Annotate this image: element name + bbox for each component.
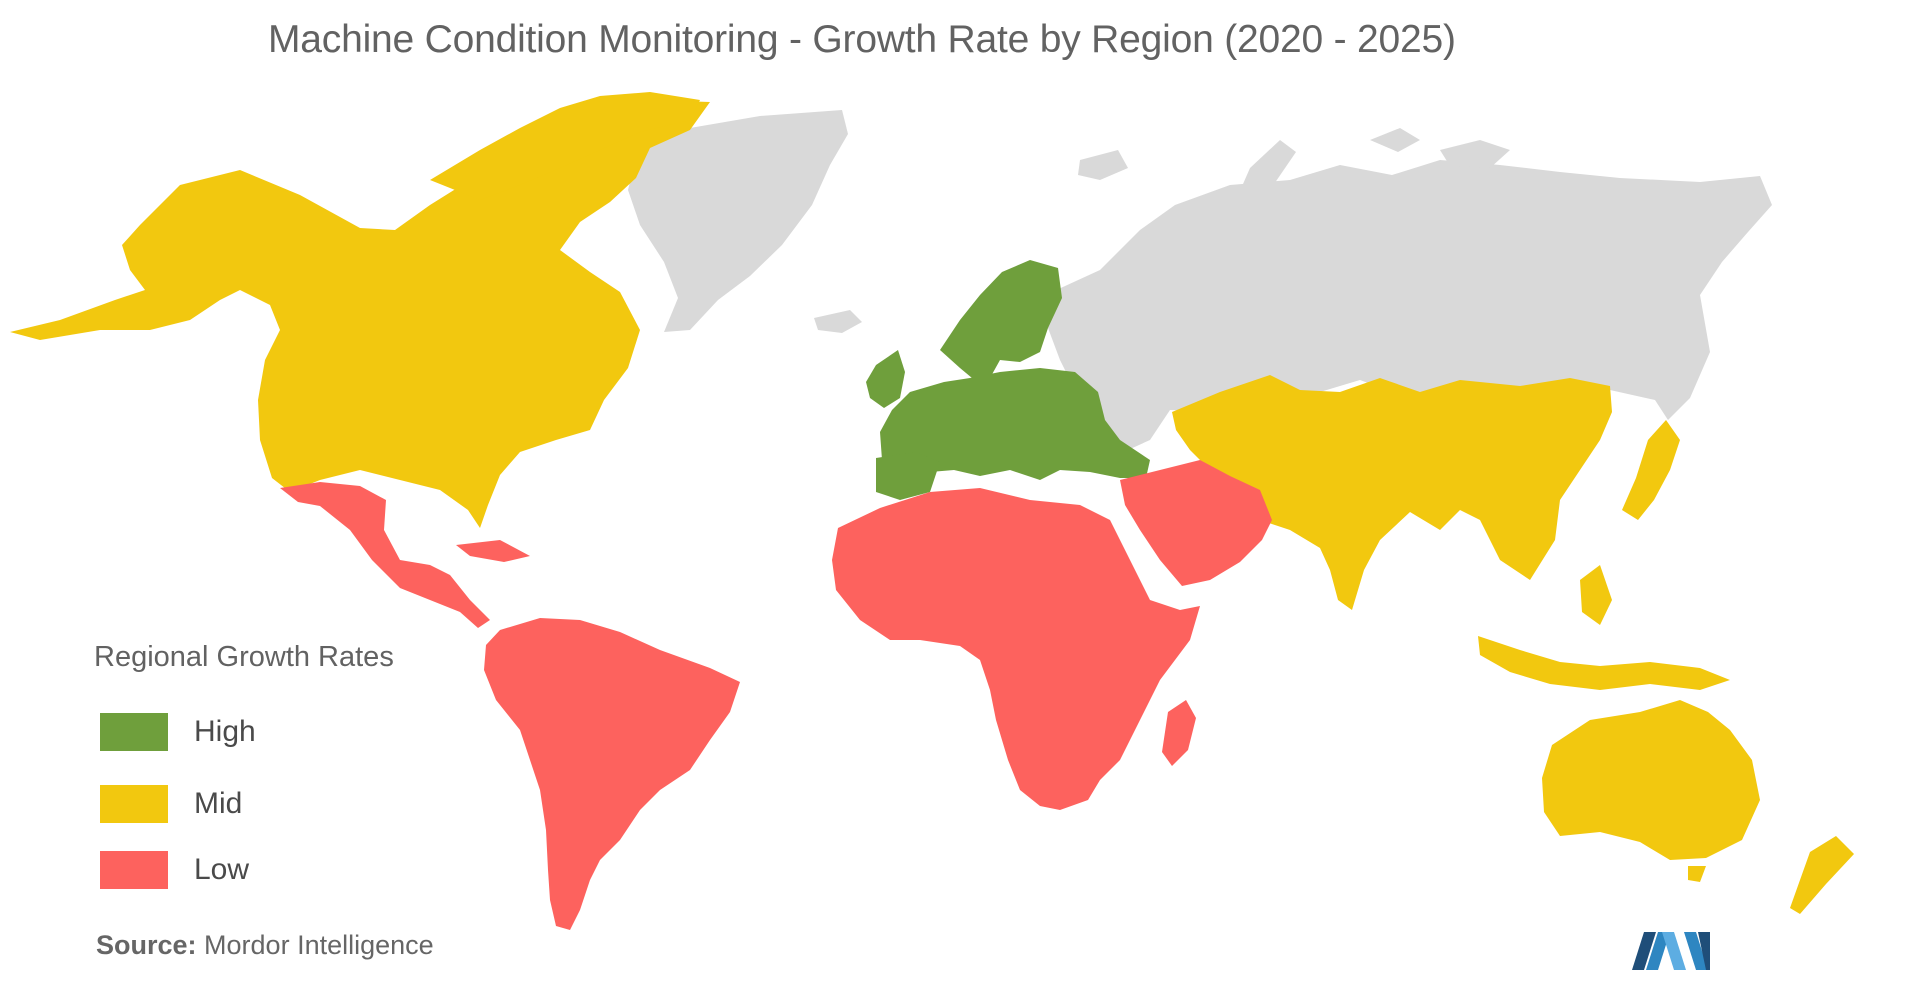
legend-swatch-low: [100, 851, 168, 889]
north-islands-shape-2: [1370, 128, 1420, 152]
source-text: Mordor Intelligence: [204, 930, 434, 960]
middle-east-shape: [1120, 460, 1272, 586]
legend-swatch-high: [100, 713, 168, 751]
legend-title: Regional Growth Rates: [94, 641, 394, 673]
legend-item-high: High: [100, 713, 360, 753]
iceland-shape: [814, 310, 862, 333]
source-line: Source: Mordor Intelligence: [96, 930, 434, 961]
russia-shape: [1045, 160, 1772, 450]
japan-shape: [1622, 420, 1680, 520]
page-title: Machine Condition Monitoring - Growth Ra…: [268, 18, 1456, 61]
legend-item-low: Low: [100, 851, 360, 891]
iberia-shape: [876, 452, 940, 500]
uk-ireland-shape: [866, 350, 905, 408]
region-asia-pacific: [1172, 375, 1854, 914]
source-label: Source:: [96, 930, 197, 960]
north-islands-shape: [1440, 140, 1510, 168]
scandinavia-shape: [940, 260, 1062, 378]
legend-swatch-mid: [100, 785, 168, 823]
novaya-zemlya-shape: [1236, 140, 1296, 212]
legend-label-high: High: [194, 715, 256, 748]
caribbean-shape: [456, 540, 530, 562]
greenland-shape: [628, 110, 848, 332]
indonesia-shape: [1478, 636, 1730, 690]
north-america-shape: [10, 100, 710, 528]
asia-shape: [1172, 375, 1612, 610]
legend-label-low: Low: [194, 853, 250, 886]
no-data-regions: [628, 110, 1772, 450]
region-north-america: [10, 92, 710, 528]
tasmania-shape: [1688, 866, 1706, 882]
continental-europe-shape: [880, 368, 1150, 480]
arctic-islands-shape: [430, 92, 700, 200]
mordor-intelligence-logo-icon: [1632, 932, 1710, 970]
region-latin-america: [280, 482, 740, 930]
svalbard-shape: [1078, 150, 1128, 180]
philippines-shape: [1580, 565, 1612, 625]
new-zealand-shape: [1790, 836, 1854, 914]
africa-shape: [832, 488, 1200, 810]
madagascar-shape: [1162, 700, 1196, 766]
legend-label-mid: Mid: [194, 787, 243, 820]
south-america-shape: [484, 618, 740, 930]
region-europe: [866, 260, 1150, 500]
australia-shape: [1542, 700, 1760, 860]
region-middle-east-africa: [832, 460, 1272, 810]
legend-item-mid: Mid: [100, 785, 360, 825]
mexico-central-america-shape: [280, 482, 490, 628]
